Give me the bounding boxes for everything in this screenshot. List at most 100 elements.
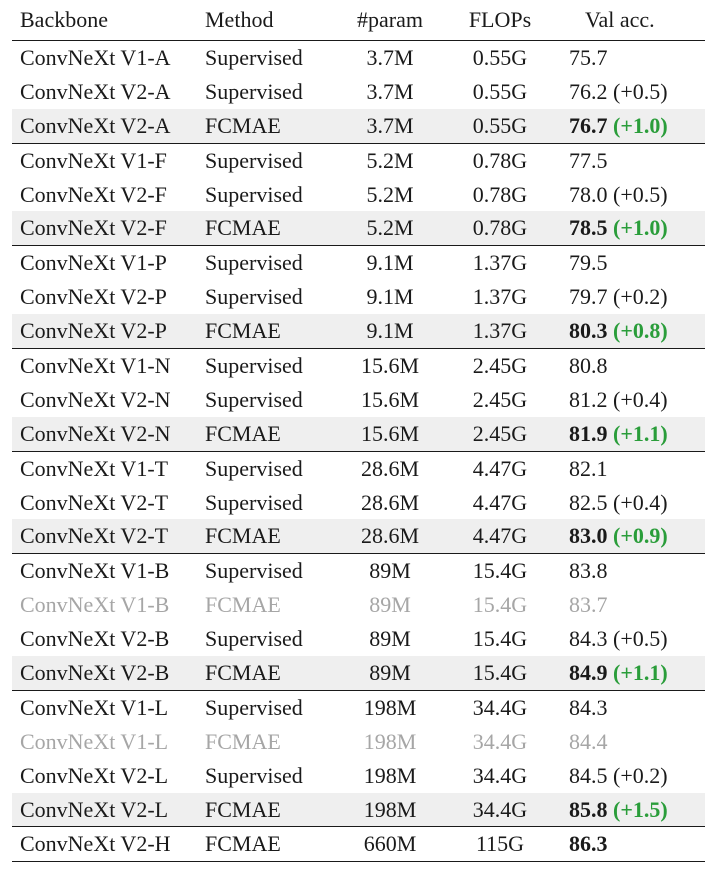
cell-method: Supervised xyxy=(205,147,303,173)
acc-value: 76.2 xyxy=(569,78,608,104)
acc-value: 83.8 xyxy=(569,558,608,584)
cell-backbone: ConvNeXt V1-P xyxy=(20,250,167,276)
cell-param: 9.1M xyxy=(366,284,414,310)
header-param: #param xyxy=(357,7,423,32)
cell-flops: 4.47G xyxy=(445,519,555,554)
table-row: ConvNeXt V2-T FCMAE 28.6M 4.47G 83.0 (+0.9) xyxy=(12,519,705,554)
cell-flops: 1.37G xyxy=(445,314,555,349)
cell-method: Supervised xyxy=(205,558,303,584)
table-row: ConvNeXt V2-P FCMAE 9.1M 1.37G 80.3 (+0.8) xyxy=(12,314,705,349)
cell-method: FCMAE xyxy=(199,108,335,144)
cell-backbone: ConvNeXt V1-N xyxy=(20,352,171,378)
cell-backbone: ConvNeXt V2-L xyxy=(12,792,199,827)
cell-val-acc: 84.5 (+0.2) xyxy=(555,759,705,793)
cell-backbone: ConvNeXt V2-H xyxy=(20,831,171,857)
table-row: ConvNeXt V2-A FCMAE 3.7M 0.55G 76.7 (+1.0) xyxy=(12,108,705,144)
cell-param: 9.1M xyxy=(335,314,445,349)
cell-val-acc: 82.1 xyxy=(555,451,705,485)
acc-value: 79.5 xyxy=(569,250,608,276)
cell-param: 198M xyxy=(363,694,417,720)
cell-val-acc: 84.3 xyxy=(555,690,705,724)
table-row: ConvNeXt V2-H FCMAE 660M 115G 86.3 xyxy=(12,826,705,862)
cell-backbone: ConvNeXt V2-P xyxy=(20,284,167,310)
acc-value: 84.5 xyxy=(569,762,608,788)
acc-delta: (+0.2) xyxy=(613,284,668,310)
cell-param: 3.7M xyxy=(335,108,445,144)
cell-flops: 1.37G xyxy=(472,284,528,310)
cell-method: Supervised xyxy=(205,44,303,70)
cell-val-acc: 84.3 (+0.5) xyxy=(555,622,705,656)
cell-val-acc: 85.8 (+1.5) xyxy=(555,792,705,827)
cell-val-acc: 79.7 (+0.2) xyxy=(555,280,705,314)
cell-flops: 4.47G xyxy=(472,489,528,515)
header-backbone: Backbone xyxy=(20,7,108,32)
cell-method: FCMAE xyxy=(199,519,335,554)
table-row: ConvNeXt V2-L FCMAE 198M 34.4G 85.8 (+1.5) xyxy=(12,792,705,827)
cell-flops: 34.4G xyxy=(472,694,528,720)
cell-param: 3.7M xyxy=(366,78,414,104)
acc-value: 80.3 xyxy=(569,318,608,344)
cell-method: Supervised xyxy=(205,626,303,652)
cell-method: Supervised xyxy=(205,250,303,276)
table-row: ConvNeXt V1-L Supervised 198M 34.4G 84.3 xyxy=(12,690,705,724)
cell-flops: 15.4G xyxy=(472,558,528,584)
cell-flops: 4.47G xyxy=(472,455,528,481)
acc-value: 76.7 xyxy=(569,112,608,138)
table-row: ConvNeXt V2-N FCMAE 15.6M 2.45G 81.9 (+1.1) xyxy=(12,416,705,452)
cell-val-acc: 77.5 xyxy=(555,143,705,177)
table-row: ConvNeXt V1-N Supervised 15.6M 2.45G 80.8 xyxy=(12,348,705,383)
acc-value: 83.7 xyxy=(569,592,608,618)
cell-flops: 0.55G xyxy=(472,78,528,104)
cell-param: 89M xyxy=(369,592,411,618)
cell-val-acc: 76.2 (+0.5) xyxy=(555,75,705,109)
cell-param: 5.2M xyxy=(335,211,445,246)
cell-method: Supervised xyxy=(205,284,303,310)
cell-backbone: ConvNeXt V2-F xyxy=(12,211,199,246)
cell-flops: 0.55G xyxy=(445,108,555,144)
cell-flops: 1.37G xyxy=(472,250,528,276)
cell-method: FCMAE xyxy=(205,831,281,857)
cell-param: 198M xyxy=(335,792,445,827)
acc-delta: (+1.1) xyxy=(613,659,668,685)
cell-backbone: ConvNeXt V2-P xyxy=(12,314,199,349)
acc-value: 84.3 xyxy=(569,694,608,720)
table-row: ConvNeXt V1-A Supervised 3.7M 0.55G 75.7 xyxy=(12,41,705,75)
header-val-acc: Val acc. xyxy=(585,7,655,32)
acc-value: 78.0 xyxy=(569,181,608,207)
acc-value: 79.7 xyxy=(569,284,608,310)
acc-delta: (+0.9) xyxy=(613,523,668,549)
cell-val-acc: 76.7 (+1.0) xyxy=(555,108,705,144)
cell-backbone: ConvNeXt V1-A xyxy=(20,44,171,70)
cell-backbone: ConvNeXt V1-F xyxy=(20,147,167,173)
table-header: Backbone Method #param FLOPs Val acc. xyxy=(12,0,705,41)
table-row: ConvNeXt V1-T Supervised 28.6M 4.47G 82.1 xyxy=(12,451,705,485)
table-row: ConvNeXt V1-L FCMAE 198M 34.4G 84.4 xyxy=(12,725,705,759)
cell-flops: 0.78G xyxy=(445,211,555,246)
cell-backbone: ConvNeXt V2-A xyxy=(12,108,199,144)
header-flops: FLOPs xyxy=(468,7,532,32)
cell-backbone: ConvNeXt V1-L xyxy=(20,728,169,754)
acc-value: 83.0 xyxy=(569,523,608,549)
cell-backbone: ConvNeXt V1-B xyxy=(20,592,170,618)
cell-backbone: ConvNeXt V2-N xyxy=(12,416,199,452)
results-table: Backbone Method #param FLOPs Val acc. Co… xyxy=(12,0,705,862)
cell-method: Supervised xyxy=(205,352,303,378)
header-method: Method xyxy=(205,7,274,32)
cell-method: Supervised xyxy=(205,694,303,720)
cell-val-acc: 82.5 (+0.4) xyxy=(555,486,705,520)
cell-backbone: ConvNeXt V2-A xyxy=(20,78,171,104)
cell-method: FCMAE xyxy=(199,416,335,452)
table-row: ConvNeXt V2-N Supervised 15.6M 2.45G 81.2 (+… xyxy=(12,383,705,417)
cell-flops: 34.4G xyxy=(445,792,555,827)
cell-flops: 15.4G xyxy=(445,656,555,691)
cell-val-acc: 80.3 (+0.8) xyxy=(555,314,705,349)
cell-val-acc: 81.2 (+0.4) xyxy=(555,383,705,417)
cell-backbone: ConvNeXt V2-L xyxy=(20,762,169,788)
cell-method: FCMAE xyxy=(199,656,335,691)
table-row: ConvNeXt V2-L Supervised 198M 34.4G 84.5 (+0… xyxy=(12,759,705,793)
cell-param: 15.6M xyxy=(360,352,420,378)
table-row: ConvNeXt V1-F Supervised 5.2M 0.78G 77.5 xyxy=(12,143,705,177)
cell-val-acc: 81.9 (+1.1) xyxy=(555,416,705,452)
cell-param: 89M xyxy=(369,558,411,584)
cell-backbone: ConvNeXt V2-T xyxy=(20,489,169,515)
